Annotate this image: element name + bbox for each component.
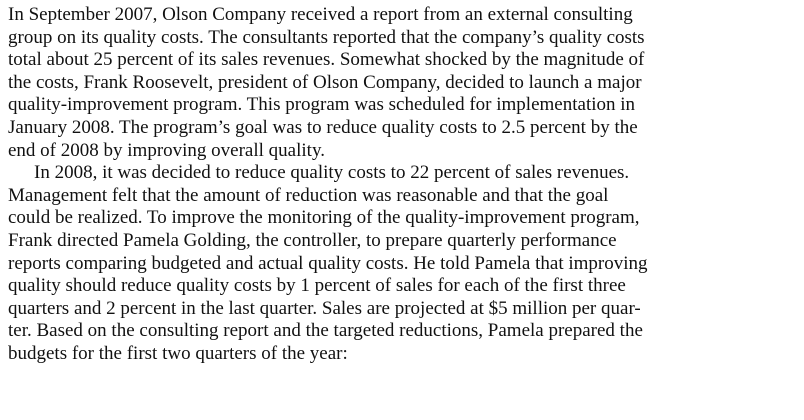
text-line: could be realized. To improve the monito… [8,207,640,229]
paragraph-2: In 2008, it was decided to reduce qualit… [8,162,796,365]
text-line: Frank directed Pamela Golding, the contr… [8,229,617,251]
text-line: the costs, Frank Roosevelt, president of… [8,71,642,93]
paragraph-1: In September 2007, Olson Company receive… [8,4,796,162]
text-line: reports comparing budgeted and actual qu… [8,252,648,274]
text-line: In September 2007, Olson Company receive… [8,4,633,25]
text-line: group on its quality costs. The consulta… [8,26,645,48]
text-line: quality-improvement program. This progra… [8,94,636,116]
text-line: end of 2008 by improving overall quality… [8,139,325,161]
text-line: quality should reduce quality costs by 1… [8,275,626,297]
text-line: quarters and 2 percent in the last quart… [8,297,641,319]
text-line: ter. Based on the consulting report and … [8,320,643,342]
text-line: Management felt that the amount of reduc… [8,184,609,206]
text-line: In 2008, it was decided to reduce qualit… [34,162,630,184]
text-line: total about 25 percent of its sales reve… [8,49,645,71]
text-line: January 2008. The program’s goal was to … [8,116,638,138]
text-line: budgets for the first two quarters of th… [8,342,348,364]
